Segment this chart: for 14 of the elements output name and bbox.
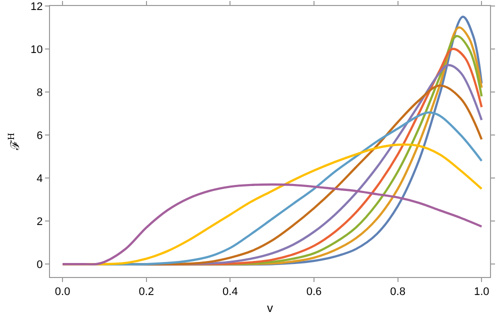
y-tick-label: 10 (30, 44, 43, 56)
x-axis-title: v (267, 301, 273, 316)
y-tick-label: 2 (36, 216, 43, 228)
x-tick-label: 0.4 (222, 286, 238, 298)
x-tick-label: 0.2 (138, 286, 154, 298)
x-tick-label: 0.0 (54, 286, 70, 298)
x-tick-label: 1.0 (474, 286, 490, 298)
y-tick-label: 4 (36, 172, 43, 185)
x-tick-label: 0.6 (306, 286, 322, 298)
y-tick-label: 8 (36, 86, 43, 99)
y-tick-label: 12 (30, 0, 43, 13)
x-tick-label: 0.8 (390, 286, 406, 298)
y-tick-label: 6 (36, 130, 43, 142)
y-tick-label: 0 (36, 258, 43, 271)
